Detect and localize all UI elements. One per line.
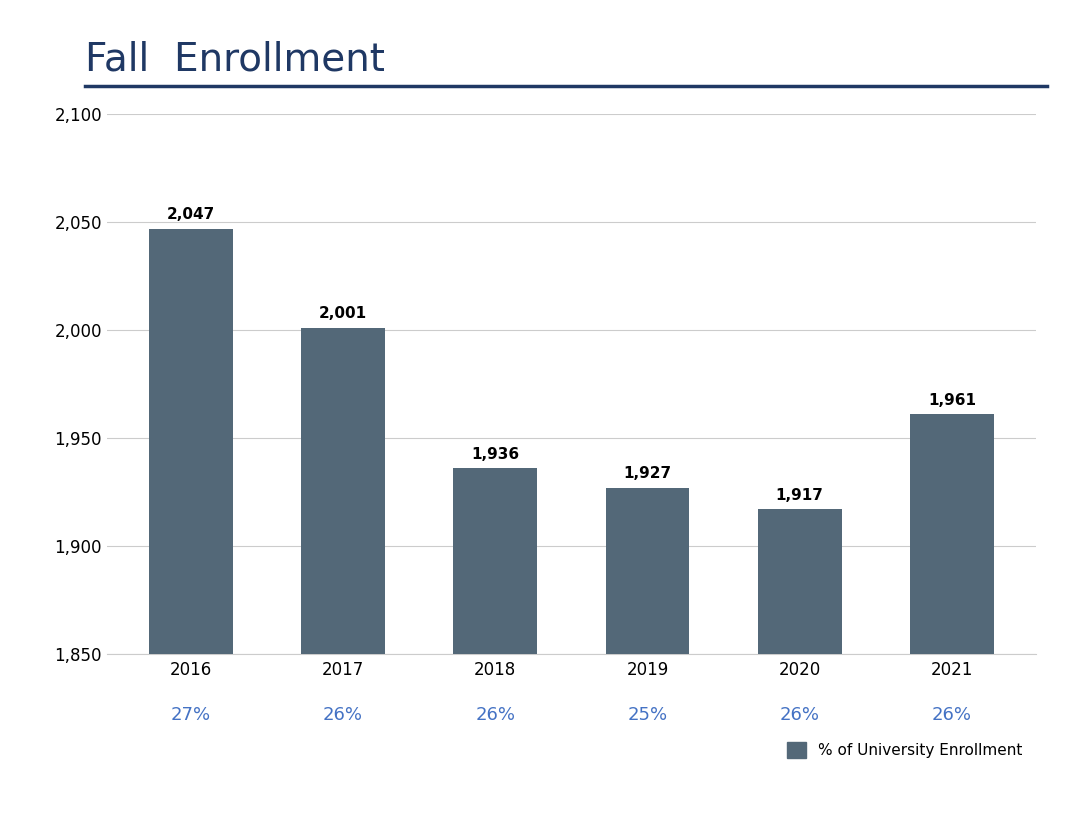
Text: 2,001: 2,001 [319, 306, 367, 321]
Text: 1,917: 1,917 [775, 488, 823, 502]
Bar [301, 328, 384, 817]
Bar [758, 509, 842, 817]
Text: 1,927: 1,927 [624, 466, 672, 481]
Text: 26%: 26% [475, 707, 515, 725]
Bar [454, 468, 537, 817]
Legend: % of University Enrollment: % of University Enrollment [781, 736, 1028, 765]
Text: 27%: 27% [171, 707, 211, 725]
Text: 2,047: 2,047 [167, 208, 215, 222]
Text: 26%: 26% [780, 707, 819, 725]
Text: 25%: 25% [627, 707, 668, 725]
Text: 1,961: 1,961 [928, 393, 976, 408]
Bar [606, 488, 689, 817]
Text: Fall  Enrollment: Fall Enrollment [85, 41, 386, 79]
Text: 26%: 26% [932, 707, 972, 725]
Text: 1,936: 1,936 [471, 447, 519, 462]
Bar [150, 229, 233, 817]
Text: 26%: 26% [324, 707, 363, 725]
Bar [910, 414, 993, 817]
